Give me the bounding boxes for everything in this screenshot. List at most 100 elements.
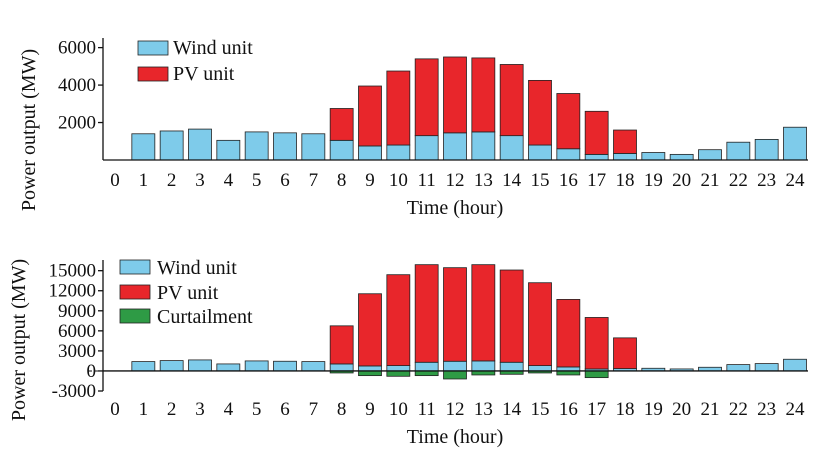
bottom-x-tick-label: 21 [701, 399, 720, 420]
bottom-bar-wind-unit-4 [216, 363, 241, 372]
top-bar-wind-unit-4 [216, 139, 241, 161]
top-bar-pv-unit-17 [584, 110, 609, 155]
top-x-tick-label: 4 [224, 170, 234, 191]
top-x-tick-label: 10 [389, 170, 408, 191]
bottom-bar-wind-unit-1 [131, 361, 156, 372]
bottom-bar-pv-unit-12 [443, 267, 467, 362]
bottom-legend-curtailment-label: Curtailment [157, 306, 253, 328]
top-bar-wind-unit-7 [301, 133, 326, 161]
bottom-x-tick-label: 5 [252, 399, 262, 420]
bottom-bar-wind-unit-9 [358, 365, 382, 372]
bottom-x-tick-label: 0 [110, 399, 120, 420]
bottom-x-tick-label: 23 [757, 399, 776, 420]
bottom-x-tick-label: 6 [280, 399, 290, 420]
bottom-bar-wind-unit-24 [783, 358, 807, 372]
top-bar-wind-unit-22 [726, 141, 751, 161]
top-y-tick-label: 6000 [58, 38, 96, 59]
bottom-bar-curtailment-10 [386, 370, 411, 377]
bottom-bar-pv-unit-14 [499, 269, 524, 363]
top-x-tick-label: 16 [559, 170, 578, 191]
top-bar-wind-unit-18 [613, 153, 637, 161]
top-legend-pv-label: PV unit [173, 63, 235, 85]
top-bar-wind-unit-1 [131, 133, 156, 161]
top-y-tick-label: 4000 [58, 75, 96, 96]
bottom-bar-pv-unit-16 [556, 299, 581, 368]
bottom-y-tick-label: 6000 [58, 321, 96, 342]
bottom-bar-pv-unit-13 [471, 264, 496, 362]
bottom-x-tick-label: 18 [616, 399, 635, 420]
top-x-tick-label: 24 [786, 170, 806, 191]
bottom-bar-pv-unit-18 [613, 337, 637, 370]
bottom-bar-pv-unit-11 [414, 264, 439, 363]
top-bar-wind-unit-2 [159, 130, 184, 161]
top-bar-wind-unit-16 [556, 148, 581, 161]
top-legend-wind-swatch [137, 40, 169, 56]
top-bar-wind-unit-15 [528, 144, 552, 161]
bottom-bar-wind-unit-15 [528, 365, 552, 372]
bottom-bar-wind-unit-5 [244, 360, 269, 372]
bottom-x-tick-label: 7 [309, 399, 319, 420]
bottom-bar-pv-unit-15 [528, 282, 552, 366]
top-bars [131, 56, 807, 161]
top-bar-wind-unit-21 [698, 149, 722, 161]
top-x-tick-label: 9 [365, 170, 375, 191]
top-x-tick-label: 18 [616, 170, 635, 191]
top-bar-pv-unit-8 [329, 108, 354, 141]
top-chart: 0 1 2 3 4 5 6 7 8 9 10 11 12 13 14 15 16 17 18 19 20 21 22 23 24… [18, 37, 808, 219]
top-bar-wind-unit-9 [358, 145, 382, 161]
bottom-x-tick-label: 1 [139, 399, 149, 420]
top-bar-wind-unit-19 [641, 152, 666, 161]
bottom-bar-wind-unit-6 [273, 360, 297, 372]
top-x-ticks: 0 1 2 3 4 5 6 7 8 9 10 11 12 13 14 15 16 17 18 19 20 21 22 23 24 [110, 170, 805, 191]
bottom-x-tick-label: 16 [559, 399, 578, 420]
top-bar-wind-unit-13 [471, 131, 496, 161]
bottom-x-tick-label: 12 [446, 399, 465, 420]
bottom-y-tick-label: 12000 [49, 281, 97, 302]
bottom-x-tick-label: 8 [337, 399, 347, 420]
top-bar-wind-unit-14 [499, 135, 524, 161]
top-x-tick-label: 2 [167, 170, 177, 191]
top-bar-wind-unit-17 [584, 153, 609, 161]
bottom-legend-wind-label: Wind unit [157, 257, 237, 279]
top-bar-pv-unit-10 [386, 70, 411, 146]
bottom-x-tick-label: 10 [389, 399, 408, 420]
bottom-x-tick-label: 22 [729, 399, 748, 420]
bottom-x-axis-label: Time (hour) [407, 426, 503, 448]
top-x-tick-label: 6 [280, 170, 290, 191]
top-bar-wind-unit-24 [783, 126, 807, 161]
bottom-bar-wind-unit-11 [414, 361, 439, 372]
top-bar-wind-unit-10 [386, 144, 411, 161]
top-x-tick-label: 12 [446, 170, 465, 191]
top-bar-wind-unit-8 [329, 139, 354, 161]
bottom-x-tick-label: 15 [531, 399, 550, 420]
top-bar-wind-unit-12 [443, 132, 467, 161]
bottom-x-tick-label: 19 [644, 399, 663, 420]
bottom-bar-wind-unit-22 [726, 364, 751, 372]
bottom-bar-curtailment-17 [584, 370, 609, 379]
top-x-tick-label: 1 [139, 170, 149, 191]
top-x-tick-label: 14 [502, 170, 522, 191]
top-bar-pv-unit-13 [471, 57, 496, 133]
top-x-tick-label: 15 [531, 170, 550, 191]
bottom-bar-wind-unit-3 [188, 359, 212, 372]
bottom-bar-wind-unit-23 [754, 363, 779, 372]
top-y-axis-label: Power output (MW) [18, 49, 40, 211]
bottom-legend-pv-swatch [119, 284, 151, 300]
bottom-bar-pv-unit-17 [584, 317, 609, 370]
top-x-tick-label: 21 [701, 170, 720, 191]
top-legend: Wind unit PV unit [137, 37, 253, 85]
bottom-bar-pv-unit-9 [358, 293, 382, 367]
bottom-x-ticks: 0 1 2 3 4 5 6 7 8 9 10 11 12 13 14 15 16 17 18 19 20 21 22 23 24 [110, 399, 805, 420]
bottom-x-tick-label: 20 [672, 399, 691, 420]
bottom-y-tick-label: 0 [87, 361, 97, 382]
bottom-x-tick-label: 14 [502, 399, 522, 420]
top-bar-wind-unit-5 [244, 131, 269, 161]
bottom-bar-wind-unit-2 [159, 360, 184, 372]
bottom-x-tick-label: 2 [167, 399, 177, 420]
bottom-bar-curtailment-9 [358, 370, 382, 377]
top-x-tick-label: 13 [474, 170, 493, 191]
top-bar-wind-unit-11 [414, 135, 439, 161]
top-bar-pv-unit-14 [499, 64, 524, 137]
top-bar-wind-unit-23 [754, 138, 779, 161]
